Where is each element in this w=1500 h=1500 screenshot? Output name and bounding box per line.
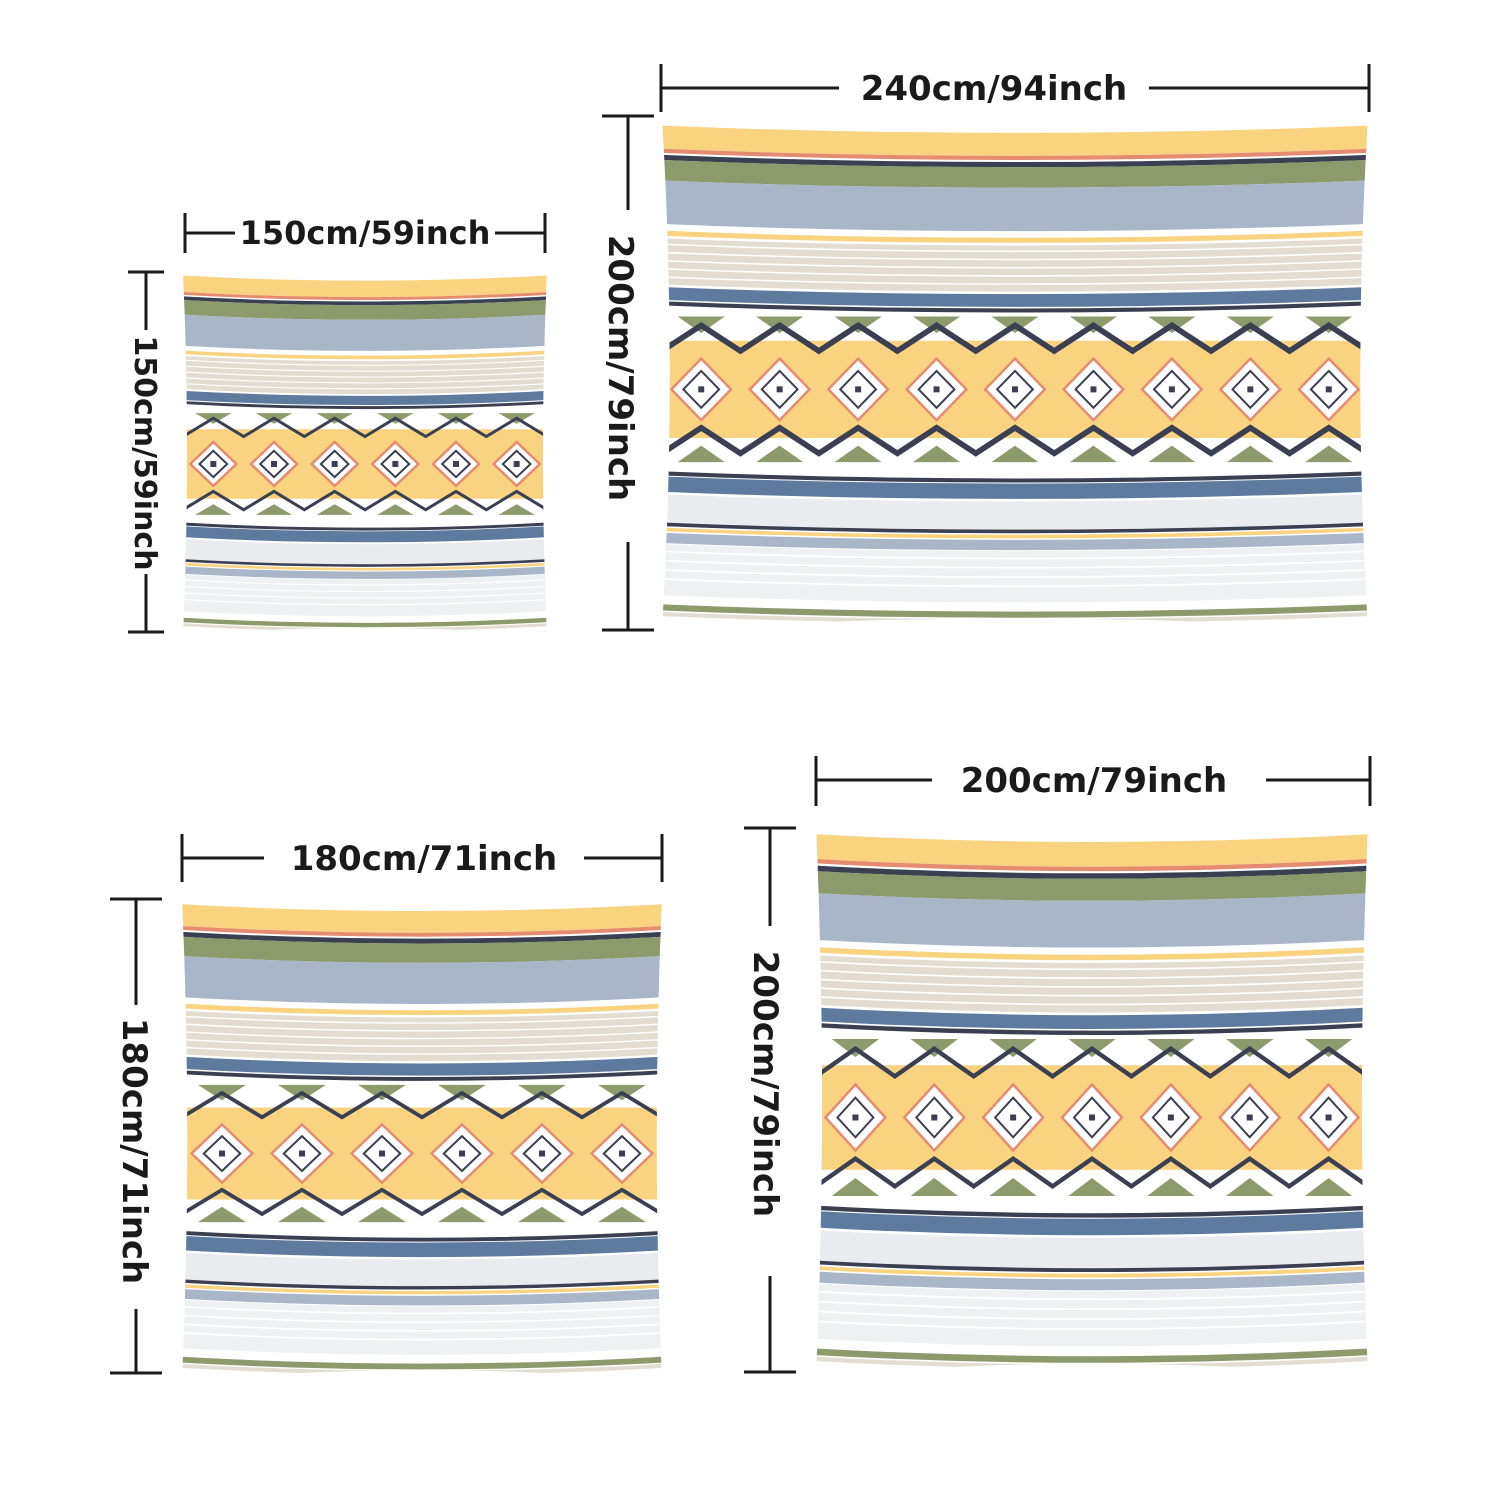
cover-240x200 bbox=[662, 118, 1368, 630]
width-label-240: 240cm/94inch bbox=[861, 69, 1128, 109]
height-dimension-240: 200cm/79inch bbox=[600, 114, 654, 632]
width-label-180: 180cm/71inch bbox=[291, 839, 558, 879]
height-label-240: 200cm/79inch bbox=[600, 235, 640, 502]
width-label-150: 150cm/59inch bbox=[240, 214, 491, 252]
height-dimension-150: 150cm/59inch bbox=[127, 270, 164, 634]
width-dimension-150: 150cm/59inch bbox=[183, 213, 547, 253]
height-label-150: 150cm/59inch bbox=[127, 335, 162, 570]
cover-180x180 bbox=[182, 897, 662, 1381]
height-dimension-200: 200cm/79inch bbox=[744, 826, 796, 1374]
cover-150x150 bbox=[183, 270, 547, 636]
width-dimension-240: 240cm/94inch bbox=[659, 64, 1371, 112]
width-label-200: 200cm/79inch bbox=[961, 761, 1228, 801]
cover-200x200 bbox=[816, 826, 1368, 1376]
width-dimension-200: 200cm/79inch bbox=[814, 756, 1372, 806]
height-dimension-180: 180cm/71inch bbox=[110, 897, 162, 1375]
width-dimension-180: 180cm/71inch bbox=[180, 834, 664, 882]
height-label-180: 180cm/71inch bbox=[114, 1018, 154, 1285]
height-label-200: 200cm/79inch bbox=[745, 951, 785, 1218]
